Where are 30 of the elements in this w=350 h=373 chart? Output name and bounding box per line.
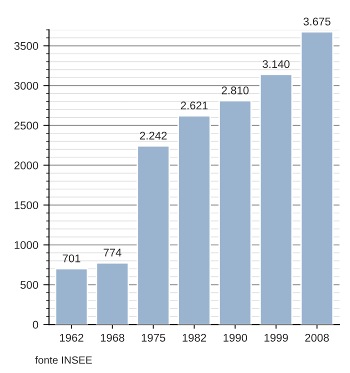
x-tick-label: 1962 <box>60 334 84 342</box>
y-tick-label: 0 <box>32 320 38 329</box>
y-tick-label: 2500 <box>14 122 38 130</box>
x-tick-label: 1968 <box>100 334 124 342</box>
data-label: 3.675 <box>304 18 330 26</box>
y-tick-label: 2000 <box>14 161 38 170</box>
data-label: 3.140 <box>262 60 290 68</box>
x-tick-label: 1975 <box>142 334 166 342</box>
x-tick-label: 1990 <box>224 334 248 342</box>
x-tick-label: 1982 <box>182 334 206 342</box>
y-tick-label: 1000 <box>14 241 38 250</box>
y-tick-label: 1500 <box>14 201 38 210</box>
bar <box>136 145 170 325</box>
x-tick-label: 1999 <box>264 334 288 342</box>
bar <box>96 262 130 325</box>
bar <box>218 100 252 325</box>
data-label: 701 <box>62 254 80 262</box>
data-label: 2.621 <box>180 102 208 110</box>
bar <box>300 31 334 325</box>
data-label: 2.810 <box>222 86 249 94</box>
data-label: 2.242 <box>140 132 167 140</box>
bar <box>178 115 211 325</box>
bar <box>54 268 88 325</box>
y-tick-label: 500 <box>20 280 38 289</box>
bar <box>259 74 293 325</box>
x-tick-label: 2008 <box>305 334 329 342</box>
data-label: 774 <box>104 248 122 256</box>
y-tick-label: 3000 <box>14 82 38 90</box>
y-tick-label: 3500 <box>14 42 38 50</box>
source-note: fonte INSEE <box>35 356 92 364</box>
